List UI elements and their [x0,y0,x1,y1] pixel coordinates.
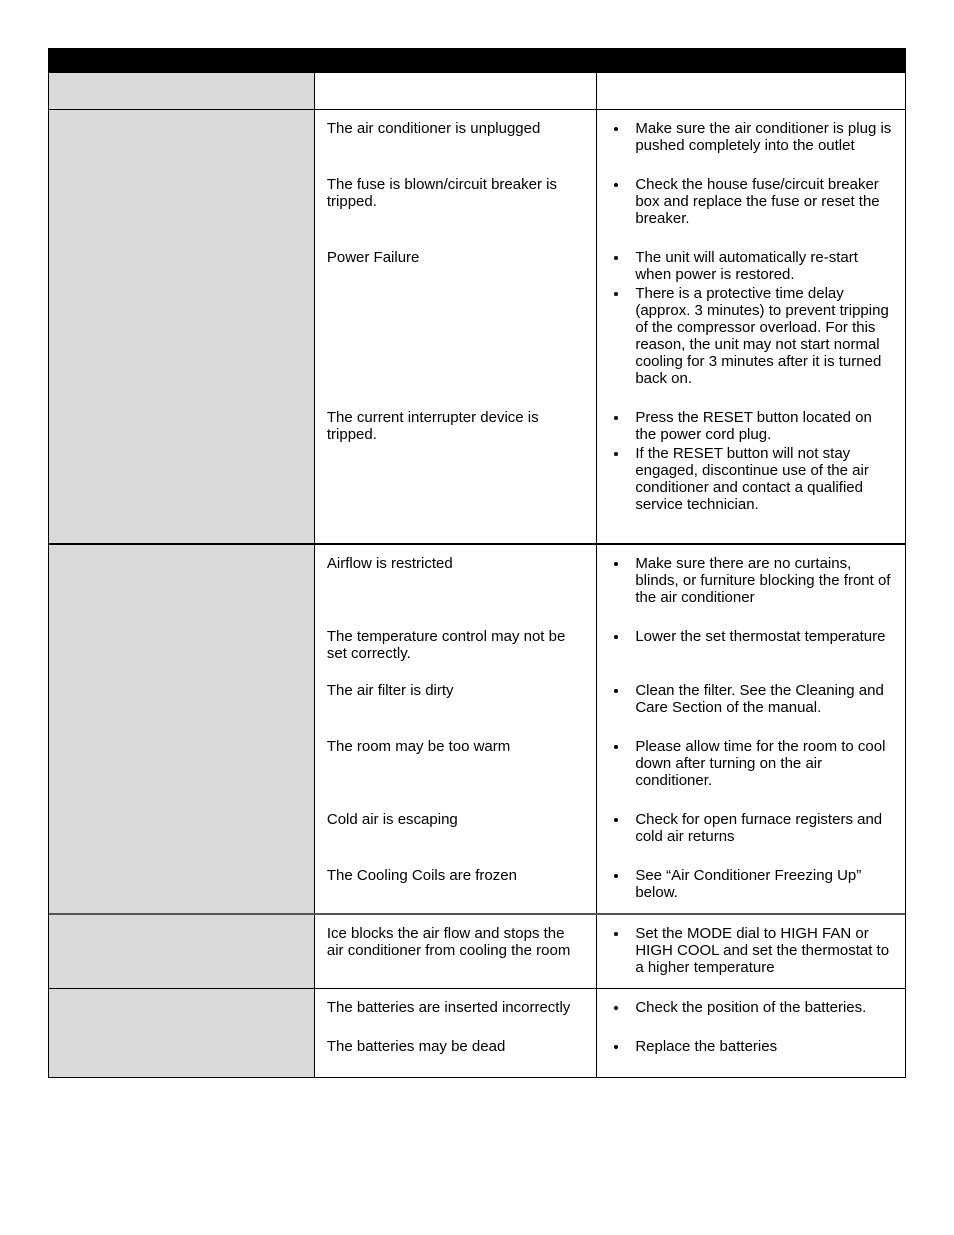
solution-item: Make sure there are no curtains, blinds,… [629,555,893,606]
troubleshooting-table-wrapper: The air conditioner is unplugged Make su… [48,48,906,1078]
solution-list: Check for open furnace registers and col… [609,811,893,845]
solution-item: Please allow time for the room to cool d… [629,738,893,789]
cause-cell: The temperature control may not be set c… [314,618,596,672]
solution-list: Check the house fuse/circuit breaker box… [609,176,893,227]
solution-list: Clean the filter. See the Cleaning and C… [609,682,893,716]
header-cause [314,73,596,109]
problem-cell [49,914,314,989]
solution-cell: Make sure there are no curtains, blinds,… [597,544,905,618]
solution-item: Press the RESET button located on the po… [629,409,893,443]
solution-item: If the RESET button will not stay engage… [629,445,893,513]
solution-item: Lower the set thermostat temperature [629,628,893,645]
solution-item: Check the position of the batteries. [629,999,893,1016]
cause-cell: Ice blocks the air flow and stops the ai… [314,914,596,989]
cause-cell: Power Failure [314,239,596,399]
problem-cell [49,544,314,914]
table-row: The batteries are inserted incorrectly C… [49,988,905,1028]
cause-cell: The batteries may be dead [314,1028,596,1077]
solution-item: See “Air Conditioner Freezing Up” below. [629,867,893,901]
solution-cell: Replace the batteries [597,1028,905,1077]
solution-item: There is a protective time delay (approx… [629,285,893,387]
solution-item: Check for open furnace registers and col… [629,811,893,845]
solution-list: Make sure the air conditioner is plug is… [609,120,893,154]
solution-cell: Check for open furnace registers and col… [597,801,905,857]
cause-cell: Airflow is restricted [314,544,596,618]
problem-cell [49,988,314,1077]
solution-list: The unit will automatically re-start whe… [609,249,893,387]
solution-cell: Clean the filter. See the Cleaning and C… [597,672,905,728]
solution-cell: Press the RESET button located on the po… [597,399,905,544]
header-solution [597,73,905,109]
cause-cell: The air filter is dirty [314,672,596,728]
cause-cell: Cold air is escaping [314,801,596,857]
cause-cell: The air conditioner is unplugged [314,109,596,166]
solution-item: Check the house fuse/circuit breaker box… [629,176,893,227]
solution-item: Replace the batteries [629,1038,893,1055]
solution-list: Make sure there are no curtains, blinds,… [609,555,893,606]
solution-list: Check the position of the batteries. [609,999,893,1016]
solution-list: See “Air Conditioner Freezing Up” below. [609,867,893,901]
header-problem [49,73,314,109]
solution-item: Clean the filter. See the Cleaning and C… [629,682,893,716]
solution-list: Replace the batteries [609,1038,893,1055]
solution-cell: Check the house fuse/circuit breaker box… [597,166,905,239]
solution-cell: Please allow time for the room to cool d… [597,728,905,801]
solution-cell: See “Air Conditioner Freezing Up” below. [597,857,905,914]
solution-item: Set the MODE dial to HIGH FAN or HIGH CO… [629,925,893,976]
troubleshooting-table: The air conditioner is unplugged Make su… [49,73,905,1077]
cause-cell: The batteries are inserted incorrectly [314,988,596,1028]
cause-cell: The room may be too warm [314,728,596,801]
solution-cell: Set the MODE dial to HIGH FAN or HIGH CO… [597,914,905,989]
table-row: The air conditioner is unplugged Make su… [49,109,905,166]
solution-cell: Check the position of the batteries. [597,988,905,1028]
table-row: Airflow is restricted Make sure there ar… [49,544,905,618]
solution-list: Lower the set thermostat temperature [609,628,893,645]
problem-cell [49,109,314,544]
solution-list: Please allow time for the room to cool d… [609,738,893,789]
cause-cell: The fuse is blown/circuit breaker is tri… [314,166,596,239]
table-header-row [49,73,905,109]
solution-item: The unit will automatically re-start whe… [629,249,893,283]
solution-cell: Make sure the air conditioner is plug is… [597,109,905,166]
table-row: Ice blocks the air flow and stops the ai… [49,914,905,989]
title-bar [49,49,905,73]
cause-cell: The current interrupter device is trippe… [314,399,596,544]
solution-cell: Lower the set thermostat temperature [597,618,905,672]
cause-cell: The Cooling Coils are frozen [314,857,596,914]
solution-cell: The unit will automatically re-start whe… [597,239,905,399]
solution-list: Set the MODE dial to HIGH FAN or HIGH CO… [609,925,893,976]
solution-item: Make sure the air conditioner is plug is… [629,120,893,154]
solution-list: Press the RESET button located on the po… [609,409,893,513]
